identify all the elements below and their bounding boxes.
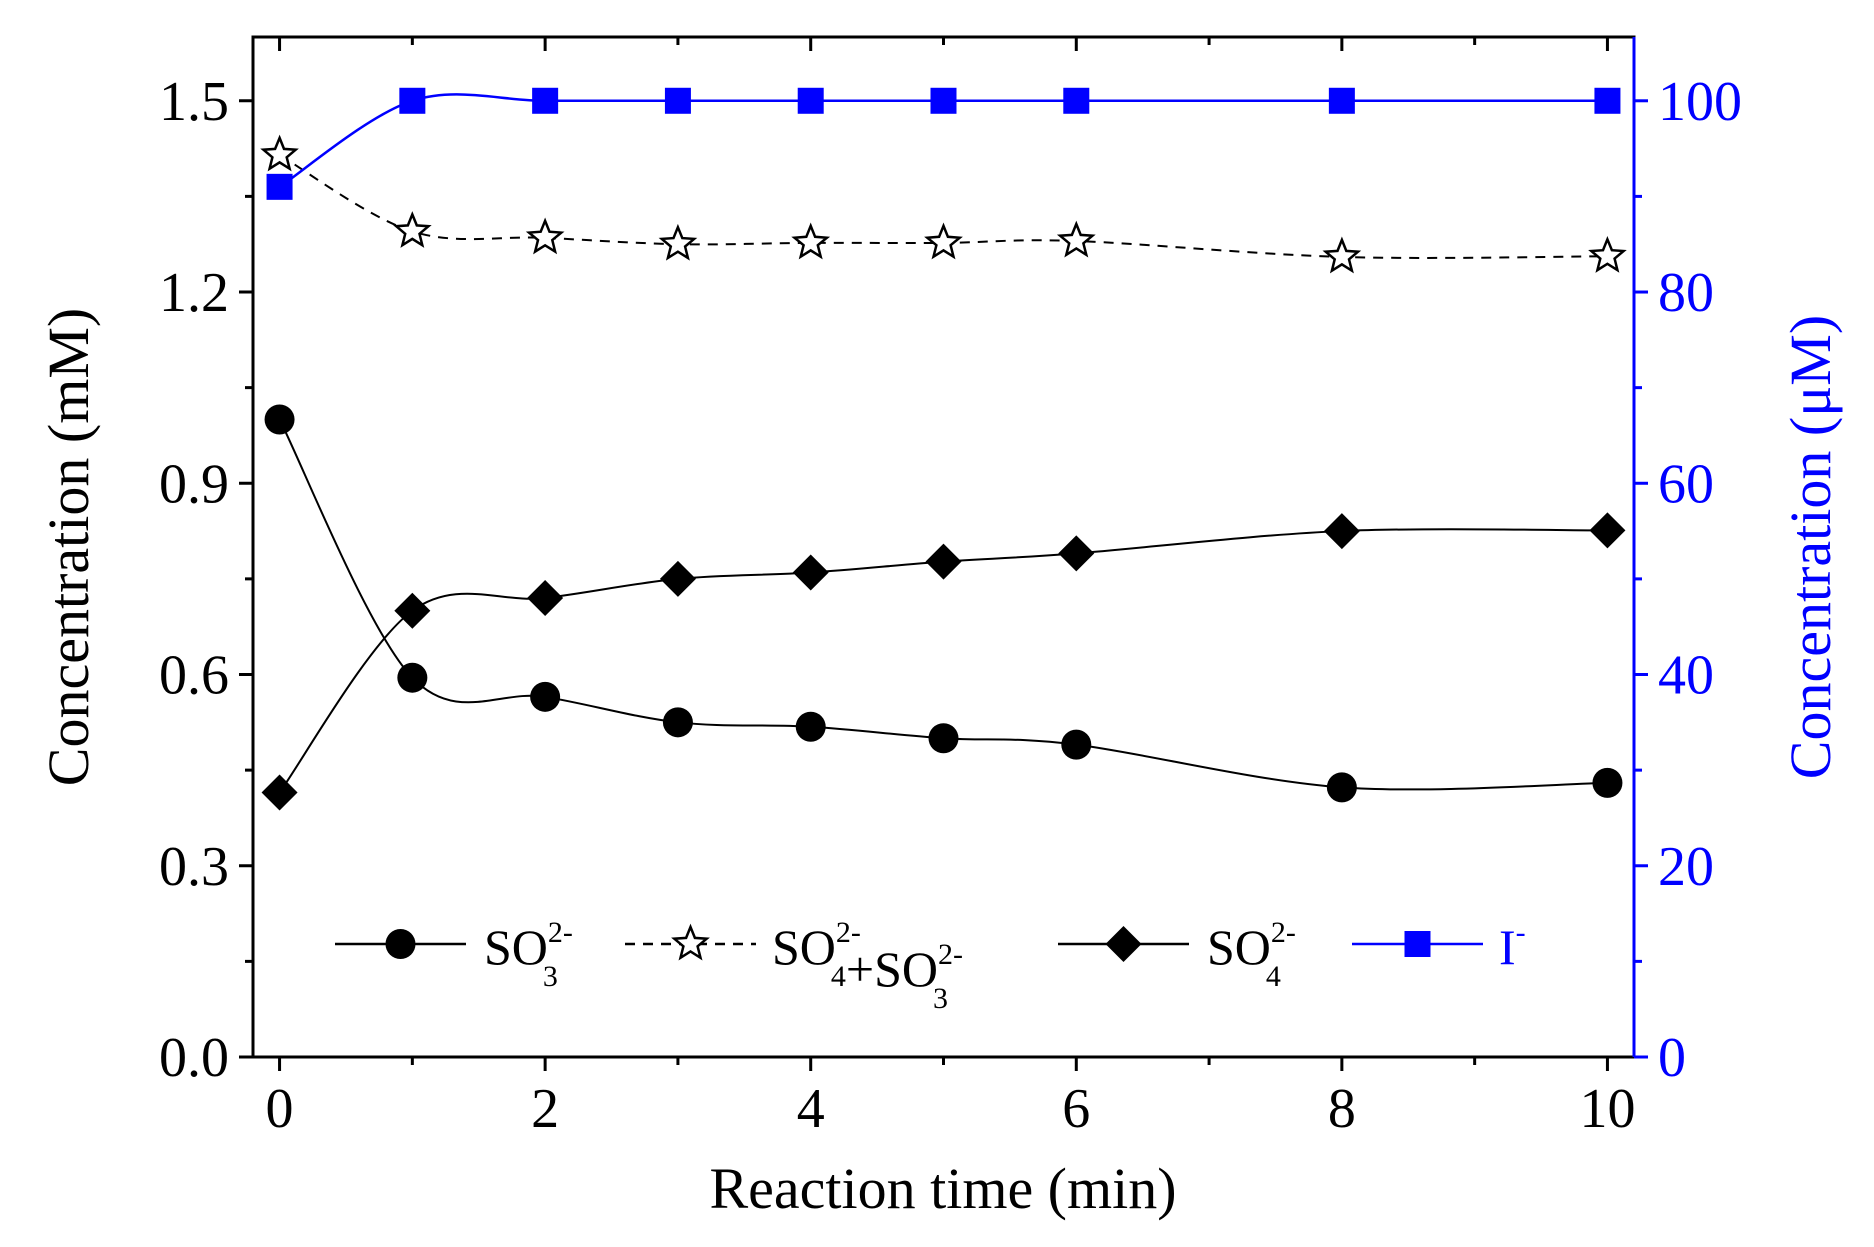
iodide-point xyxy=(399,87,426,114)
legend-marker xyxy=(1105,926,1142,962)
so3-point xyxy=(1326,772,1357,803)
x-tick-label: 10 xyxy=(1579,1078,1635,1140)
so3-point xyxy=(795,711,826,742)
series-markers xyxy=(260,87,1627,811)
iodide-point xyxy=(1063,87,1090,114)
so4-plus-so3-point xyxy=(658,223,698,261)
so4-point xyxy=(659,560,696,597)
x-tick-label: 2 xyxy=(531,1078,559,1140)
iodide-point xyxy=(930,87,957,114)
so4-point xyxy=(1323,513,1360,550)
y-left-tick-label: 0.0 xyxy=(159,1027,229,1089)
so3-point xyxy=(662,707,693,738)
legend-label-so4: SO2-4 xyxy=(1207,916,1296,993)
y-right-tick-label: 60 xyxy=(1658,453,1714,515)
so4-plus-so3-point xyxy=(525,217,565,255)
so3-point xyxy=(264,404,295,435)
y-right-tick-label: 20 xyxy=(1658,836,1714,898)
iodide-point xyxy=(266,173,293,200)
iodide-point xyxy=(664,87,691,114)
y-left-tick-label: 1.5 xyxy=(159,71,229,133)
so3-point xyxy=(928,723,959,754)
y-left-tick-label: 0.6 xyxy=(159,645,229,707)
x-tick-label: 6 xyxy=(1062,1078,1090,1140)
y-right-tick-label: 40 xyxy=(1658,645,1714,707)
so3-point xyxy=(1061,729,1092,760)
iodide-point xyxy=(532,87,559,114)
so4-plus-so3-point xyxy=(1056,220,1096,258)
so4-plus-so3-curve xyxy=(279,154,1608,259)
so4-point xyxy=(925,543,962,580)
so4-plus-so3-point xyxy=(393,211,432,248)
so4-plus-so3-point xyxy=(1588,235,1627,273)
x-tick-label: 4 xyxy=(797,1078,825,1140)
so4-plus-so3-point xyxy=(791,222,831,260)
so4-point xyxy=(792,554,829,591)
y-axis-right: 0 20 40 60 80 100 xyxy=(1634,71,1742,1089)
y-axis-left-label: Concentration (mM) xyxy=(36,308,101,786)
iodide-point xyxy=(797,87,824,114)
so4-point xyxy=(1589,512,1626,549)
so4-point xyxy=(261,774,298,811)
y-axis-left: 0.0 0.3 0.6 0.9 1.2 1.5 xyxy=(159,71,253,1089)
x-tick-label: 0 xyxy=(266,1078,294,1140)
iodide-point xyxy=(1594,87,1621,114)
y-left-tick-label: 0.3 xyxy=(159,836,229,898)
y-axis-right-label: Concentration (μM) xyxy=(1778,315,1843,779)
x-tick-label: 8 xyxy=(1328,1078,1356,1140)
series-curves xyxy=(278,93,1608,794)
so4-plus-so3-point xyxy=(260,134,299,172)
so4-plus-so3-point xyxy=(1322,236,1362,274)
so3-point xyxy=(1592,767,1623,798)
so3-point xyxy=(530,681,561,712)
so4-plus-so3-point xyxy=(924,222,963,260)
x-axis-label: Reaction time (min) xyxy=(709,1156,1176,1221)
legend-marker xyxy=(671,923,710,961)
y-left-tick-label: 1.2 xyxy=(159,262,229,324)
so3-point xyxy=(397,662,428,693)
so4-point xyxy=(527,580,564,616)
y-right-tick-label: 0 xyxy=(1658,1027,1686,1089)
legend-marker xyxy=(385,929,416,959)
iodide-point xyxy=(1328,87,1355,114)
legend-label-so3: SO2-3 xyxy=(484,916,573,993)
legend-marker xyxy=(1404,931,1431,957)
so4-point xyxy=(394,592,431,629)
y-left-tick-label: 0.9 xyxy=(159,453,229,515)
legend: SO2-3 SO2-4+SO2-3 SO2-4 I- xyxy=(335,916,1526,1015)
so4-point xyxy=(1058,535,1095,572)
legend-label-so4-plus-so3: SO2-4+SO2-3 xyxy=(772,916,963,1015)
y-right-tick-label: 80 xyxy=(1658,262,1714,324)
y-right-tick-label: 100 xyxy=(1658,71,1742,133)
x-axis: 0 2 4 6 8 10 xyxy=(266,37,1635,1140)
legend-label-iodide: I- xyxy=(1499,916,1526,975)
